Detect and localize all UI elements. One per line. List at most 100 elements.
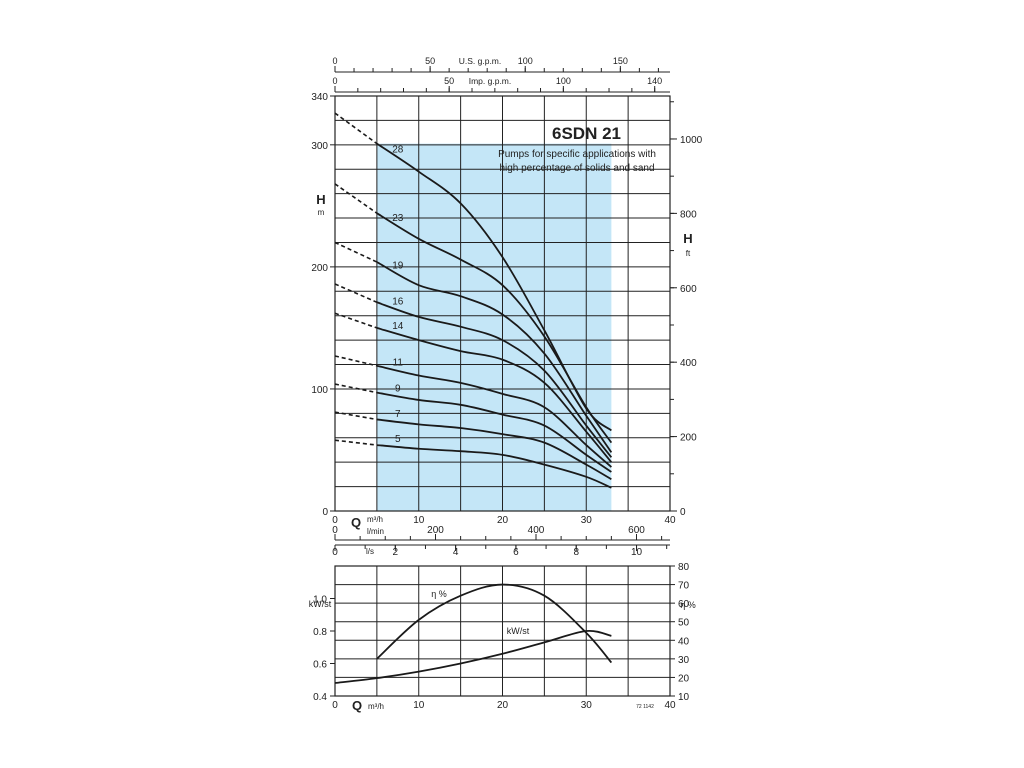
y-right-tick-label: 40 (678, 636, 690, 647)
stage-label: 11 (393, 358, 404, 369)
chart-title: 6SDN 21 (552, 124, 621, 143)
y-right-axis-letter: H (683, 231, 692, 246)
y-right-tick-label: 400 (680, 358, 697, 369)
y-right-tick-label: 800 (680, 209, 697, 220)
pump-curve-19 (376, 261, 613, 453)
y-right-tick-label: 20 (678, 673, 690, 684)
curve-dashed-extension (334, 112, 378, 145)
lmin-tick-label: 400 (528, 525, 545, 536)
x-axis-unit: m³/h (368, 702, 384, 711)
ls-axis-title: l/s (366, 547, 374, 556)
curve-dashed-extension (334, 312, 378, 329)
y-right-tick-label: 30 (678, 655, 690, 666)
x-tick-label: 20 (497, 700, 509, 711)
top-axis-tick-label: 0 (332, 56, 337, 66)
y-right-axis-title: η % (680, 600, 696, 610)
plot-frame (334, 95, 671, 512)
y-tick-label: 340 (311, 92, 328, 103)
y-left-axis-title: kW/st (309, 599, 332, 609)
curve-dashed-extension (334, 355, 378, 367)
x-tick-label: 0 (332, 700, 338, 711)
y-right-tick-label: 10 (678, 692, 690, 703)
lmin-tick-label: 0 (332, 525, 338, 536)
lmin-tick-label: 600 (628, 525, 645, 536)
x-tick-label: 10 (413, 700, 425, 711)
top-axis-tick-label: 50 (425, 56, 435, 66)
stage-label: 28 (392, 145, 404, 156)
y-tick-label: 300 (311, 141, 328, 152)
footnote-code: 72 1142 (636, 704, 654, 710)
x-tick-label: 10 (413, 515, 425, 526)
x-axis-unit: m³/h (367, 515, 383, 524)
top-axis-title: U.S. g.p.m. (459, 56, 502, 66)
ls-tick-label: 4 (453, 547, 459, 558)
y-axis-letter: H (316, 192, 325, 207)
head-chart: 0 100 200 300 340 Hm 0 200 400 600 800 1000 Hft 28 23 1… (311, 92, 702, 518)
x-tick-label: 0 (332, 515, 338, 526)
y-right-tick-label: 80 (678, 562, 690, 573)
power-curve (334, 629, 612, 684)
pump-curve-23 (376, 212, 613, 444)
y-tick-label: 0 (322, 507, 328, 518)
efficiency-curve-label: η % (431, 589, 447, 599)
ls-tick-label: 8 (573, 547, 579, 558)
y-right-tick-label: 0 (680, 507, 686, 518)
y-right-axis-unit: ft (686, 249, 691, 258)
x-axis-letter: Q (352, 698, 362, 713)
stage-label: 23 (392, 213, 404, 224)
y-right-tick-label: 600 (680, 284, 697, 295)
top-axis-tick-label: 50 (444, 76, 454, 86)
pump-curve-16 (376, 301, 613, 458)
y-left-tick-label: 0.8 (313, 627, 327, 638)
stage-label: 5 (395, 434, 401, 445)
pump-curve-5 (376, 444, 612, 489)
top-axis-tick-label: 100 (556, 76, 571, 86)
pump-curve-14 (376, 327, 613, 463)
pump-curve-7 (376, 418, 612, 481)
y-tick-label: 200 (311, 263, 328, 274)
chart-subtitle-line-2: high percentage of solids and sand (499, 163, 654, 174)
top-axis-tick-label: 140 (647, 76, 662, 86)
stage-label: 19 (392, 261, 404, 272)
top-axis-tick-label: 0 (332, 76, 337, 86)
curve-dashed-extension (334, 383, 378, 394)
y-right-tick-label: 70 (678, 581, 690, 592)
x-axis-letter: Q (351, 515, 361, 530)
ls-tick-label: 0 (332, 547, 338, 558)
power-curve-label: kW/st (507, 626, 530, 636)
bottom-flow-axes: 0 10 20 30 40 Q m³/h 0 200 400 600 l/min 0 2 4 6 8 10 l/s (332, 515, 676, 558)
pump-curve-9 (376, 391, 612, 473)
x-tick-label: 40 (664, 515, 676, 526)
stage-label: 14 (392, 321, 404, 332)
lmin-tick-label: 200 (427, 525, 444, 536)
x-tick-label: 40 (664, 700, 676, 711)
stage-label: 7 (395, 409, 401, 420)
curve-dashed-extension (334, 283, 378, 304)
y-right-tick-label: 200 (680, 433, 697, 444)
chart-subtitle-line-1: Pumps for specific applications with (498, 149, 656, 160)
y-left-tick-label: 0.4 (313, 692, 327, 703)
y-right-tick-label: 1000 (680, 135, 703, 146)
curve-dashed-extension (334, 241, 378, 263)
ls-tick-label: 10 (631, 547, 643, 558)
efficiency-curve (376, 583, 613, 664)
ls-tick-label: 6 (513, 547, 519, 558)
y-axis-unit: m (318, 208, 325, 217)
top-axis-title: Imp. g.p.m. (469, 76, 512, 86)
curve-dashed-extension (334, 183, 378, 214)
top-flow-axes: 0 50 100 150 U.S. g.p.m. 0 50 100 140 Imp. g.p.m. (332, 56, 670, 93)
top-axis-tick-label: 100 (518, 56, 533, 66)
x-tick-label: 20 (497, 515, 509, 526)
top-axis-tick-label: 150 (613, 56, 628, 66)
operating-range-shade (376, 143, 612, 511)
y-right-tick-label: 60 (678, 599, 690, 610)
curve-dashed-extension (334, 439, 377, 446)
y-right-tick-label: 50 (678, 618, 690, 629)
x-tick-label: 30 (581, 700, 593, 711)
x-tick-label: 30 (581, 515, 593, 526)
y-left-tick-label: 0.6 (313, 660, 327, 671)
stage-label: 16 (392, 297, 404, 308)
curve-dashed-extension (334, 411, 378, 421)
